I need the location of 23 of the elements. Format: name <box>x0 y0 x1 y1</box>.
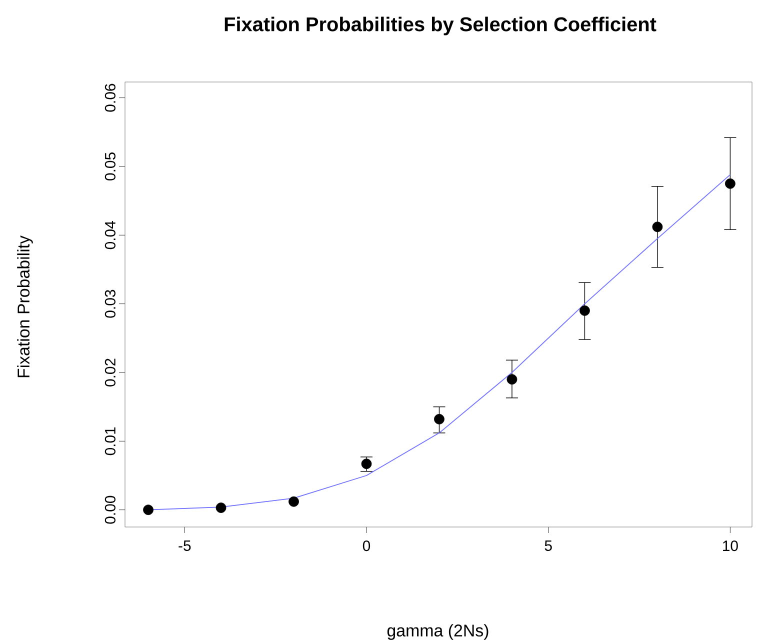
point <box>580 305 590 316</box>
x-tick-label: -5 <box>178 540 191 551</box>
x-tick-label: 5 <box>544 540 552 551</box>
point <box>506 374 518 385</box>
point <box>216 502 226 513</box>
x-axis-title: gamma (2Ns) <box>387 624 488 640</box>
point <box>143 504 154 516</box>
point <box>652 222 663 232</box>
y-axis-title: Fixation Probability <box>17 236 33 378</box>
y-tick-label: 0.00 <box>104 496 116 524</box>
y-tick-label: 0.01 <box>104 427 116 456</box>
point <box>288 496 299 507</box>
y-tick-label: 0.03 <box>104 290 116 318</box>
point <box>724 178 736 189</box>
chart-title: Fixation Probabilities by Selection Coefficient <box>224 16 656 36</box>
x-tick-label: 0 <box>362 540 370 552</box>
y-tick-label: 0.04 <box>104 221 116 250</box>
y-tick-label: 0.02 <box>104 358 116 386</box>
point <box>434 414 444 424</box>
x-tick-label: 10 <box>723 540 738 552</box>
y-tick-label: 0.05 <box>104 152 116 180</box>
y-tick-label: 0.06 <box>104 84 116 112</box>
point <box>361 458 372 470</box>
